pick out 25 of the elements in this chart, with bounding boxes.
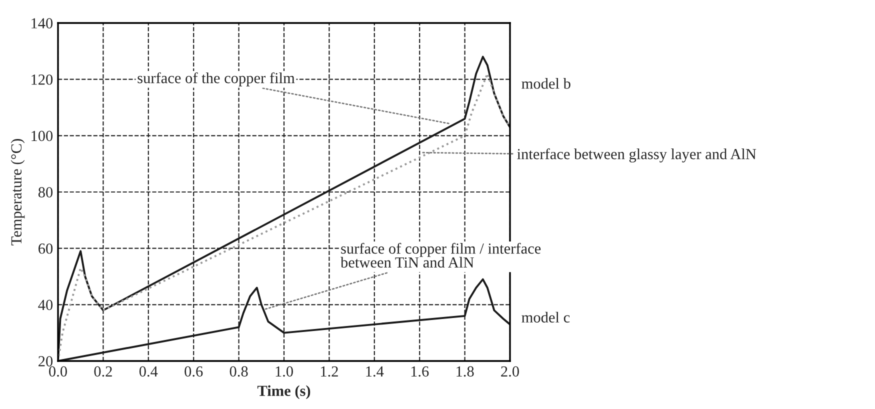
- y-tick-label: 80: [38, 187, 53, 198]
- x-tick-label: 0.8: [230, 366, 248, 377]
- text: model b: [522, 78, 570, 89]
- y-tick-label: 60: [38, 243, 53, 254]
- y-tick-label: 100: [32, 130, 53, 142]
- x-tick-label: 1.8: [456, 366, 474, 377]
- x-tick-label: 0.6: [184, 366, 203, 377]
- y-axis-title: Temperature (°C): [10, 139, 25, 246]
- x-tick-label: 0.4: [139, 366, 158, 377]
- y-tick-label: 140: [32, 18, 53, 28]
- y-tick-label: 40: [38, 300, 53, 310]
- x-tick-label: 1.0: [276, 366, 293, 377]
- x-tick-label: 1.4: [366, 366, 384, 377]
- annotation: surface of the copper film: [138, 72, 295, 86]
- y-tick-label: 20: [38, 356, 53, 366]
- x-axis-title: Time (s): [257, 385, 310, 400]
- text: model c: [522, 312, 570, 323]
- x-tick-label: 1.2: [320, 366, 338, 377]
- annotation: interface between glassy layer and AlN: [517, 148, 756, 162]
- y-tick-label: 120: [32, 74, 53, 85]
- x-tick-label: 0.2: [94, 366, 112, 377]
- annotation: surface of copper film / interface between TiN and AlN: [340, 242, 541, 268]
- x-tick-label: 1.6: [411, 366, 429, 377]
- x-tick-label: 0.0: [49, 366, 67, 377]
- x-tick-label: 2.0: [501, 366, 519, 377]
